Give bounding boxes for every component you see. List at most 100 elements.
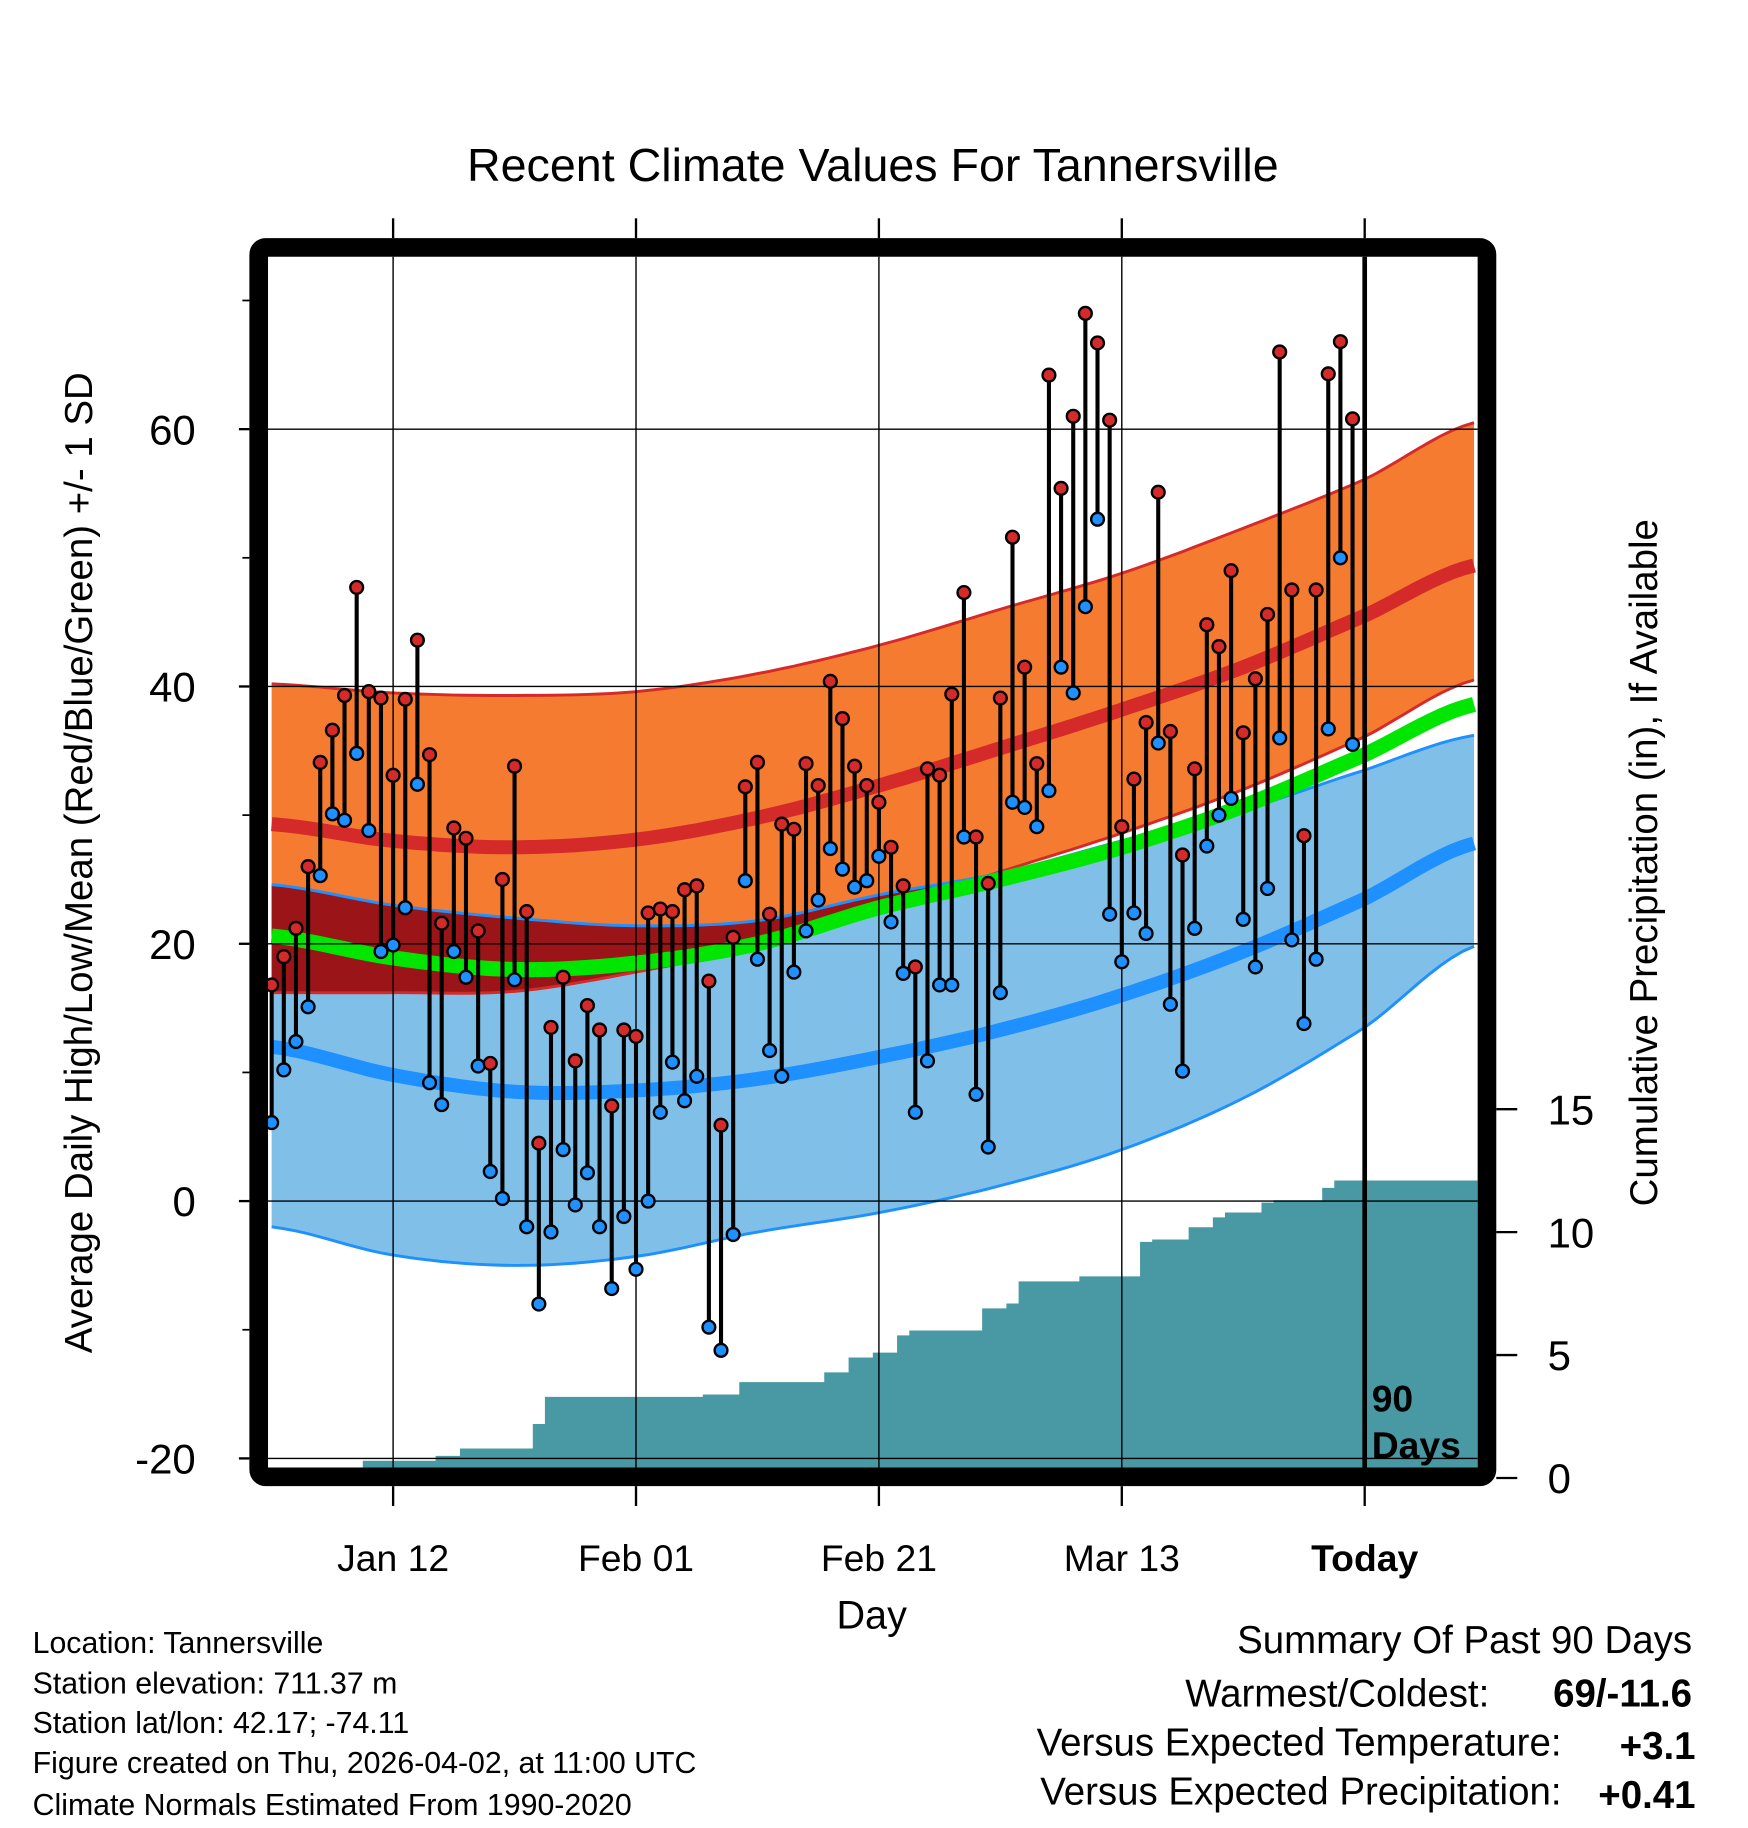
daily-high-point xyxy=(361,684,377,700)
daily-high-point xyxy=(701,973,717,989)
daily-high-point xyxy=(519,904,535,920)
daily-low-point xyxy=(713,1342,729,1358)
daily-high-point xyxy=(640,905,656,921)
x-tick-label: Feb 21 xyxy=(821,1537,937,1579)
daily-high-point xyxy=(616,1022,632,1038)
daily-low-point xyxy=(616,1208,632,1225)
daily-low-point xyxy=(919,1053,936,1069)
daily-low-point xyxy=(288,1033,304,1050)
daily-low-point xyxy=(506,972,523,988)
y2-tick-label: 10 xyxy=(1548,1209,1595,1256)
daily-low-point xyxy=(1102,906,1118,922)
daily-high-point xyxy=(798,756,814,772)
y2-tick-label: 15 xyxy=(1548,1086,1595,1133)
x-tick-label: Feb 01 xyxy=(578,1537,694,1579)
daily-high-point xyxy=(689,878,705,894)
daily-high-point xyxy=(992,690,1008,706)
plot-frame xyxy=(249,238,1497,1487)
daily-high-point xyxy=(421,747,438,763)
daily-low-point xyxy=(336,812,353,828)
daily-low-point xyxy=(1199,838,1215,854)
daily-low-point xyxy=(652,1104,668,1120)
daily-low-point xyxy=(1272,730,1288,746)
daily-high-point xyxy=(834,711,851,727)
daily-low-point xyxy=(980,1139,996,1155)
daily-low-point xyxy=(786,964,802,980)
daily-low-point xyxy=(1162,996,1178,1012)
daily-high-point xyxy=(968,829,984,845)
daily-high-point xyxy=(956,584,972,601)
daily-low-point xyxy=(640,1193,656,1209)
daily-high-point xyxy=(409,632,425,648)
daily-high-point xyxy=(1332,334,1348,350)
daily-high-point xyxy=(1235,725,1251,741)
daily-high-point xyxy=(762,906,778,922)
daily-high-point xyxy=(652,901,668,917)
daily-low-point xyxy=(677,1093,693,1109)
daily-high-point xyxy=(288,920,304,936)
daily-low-point xyxy=(1259,880,1276,897)
daily-high-point xyxy=(579,997,596,1014)
daily-high-point xyxy=(1004,529,1021,545)
daily-high-point xyxy=(1247,671,1263,687)
daily-high-point xyxy=(1138,714,1154,731)
daily-high-point xyxy=(506,758,523,774)
daily-low-point xyxy=(421,1075,438,1091)
daily-low-point xyxy=(737,873,753,889)
daily-high-point xyxy=(786,821,802,837)
daily-low-point xyxy=(1308,951,1324,967)
warm-cold-value: 69/-11.6 xyxy=(1553,1672,1692,1715)
daily-low-point xyxy=(300,999,316,1015)
daily-low-point xyxy=(689,1068,705,1084)
daily-low-point xyxy=(555,1142,571,1158)
daily-high-point xyxy=(592,1022,608,1038)
y2-tick-label: 5 xyxy=(1548,1332,1571,1379)
y-axis-label: Average Daily High/Low/Mean (Red/Blue/Gr… xyxy=(58,372,101,1353)
daily-low-point xyxy=(1284,932,1300,948)
daily-low-point xyxy=(664,1054,681,1070)
daily-low-point xyxy=(1332,550,1348,566)
daily-high-point xyxy=(713,1117,729,1133)
daily-high-point xyxy=(604,1098,620,1114)
chart-title: Recent Climate Values For Tannersville xyxy=(467,139,1279,191)
daily-high-point xyxy=(1077,305,1093,321)
daily-high-point xyxy=(895,878,911,894)
daily-low-point xyxy=(1077,599,1093,615)
daily-low-point xyxy=(458,969,474,985)
daily-high-point xyxy=(810,777,826,794)
daily-low-point xyxy=(774,1068,790,1084)
daily-low-point xyxy=(276,1062,292,1078)
y-tick-label: 60 xyxy=(149,406,196,453)
daily-low-point xyxy=(1065,685,1081,701)
daily-low-point xyxy=(494,1190,510,1207)
daily-low-point xyxy=(397,900,413,916)
daily-high-point xyxy=(1344,411,1361,427)
y-tick-label: 0 xyxy=(172,1178,195,1225)
daily-low-point xyxy=(470,1058,486,1074)
daily-high-point xyxy=(336,687,353,704)
daily-high-point xyxy=(1089,335,1106,351)
daily-low-point xyxy=(1187,920,1203,936)
daily-high-point xyxy=(1296,828,1312,844)
daily-low-point xyxy=(1126,905,1142,921)
temp-anomaly-value: +3.1 xyxy=(1620,1725,1696,1768)
x-tick-label: Today xyxy=(1311,1537,1418,1579)
daily-low-point xyxy=(895,965,911,981)
daily-high-point xyxy=(373,690,389,706)
daily-high-point xyxy=(628,1028,644,1044)
x-tick-label: Mar 13 xyxy=(1064,1537,1180,1579)
daily-low-point xyxy=(1174,1063,1191,1079)
daily-high-point xyxy=(1017,659,1033,675)
station-info: Location: Tannersville Station elevation… xyxy=(33,1627,697,1822)
daily-high-point xyxy=(883,839,899,855)
daily-high-point xyxy=(300,859,316,875)
daily-low-point xyxy=(349,745,365,761)
daily-high-point xyxy=(1308,582,1324,598)
daily-low-point xyxy=(324,806,340,822)
daily-high-point xyxy=(1187,761,1203,777)
daily-low-point xyxy=(1320,721,1336,737)
axes: 60 40 20 0 -20 Jan 12 Feb 01 Feb 21 Mar 13 Today 1… xyxy=(135,218,1594,1579)
warm-cold-label: Warmest/Coldest: xyxy=(1185,1672,1489,1715)
